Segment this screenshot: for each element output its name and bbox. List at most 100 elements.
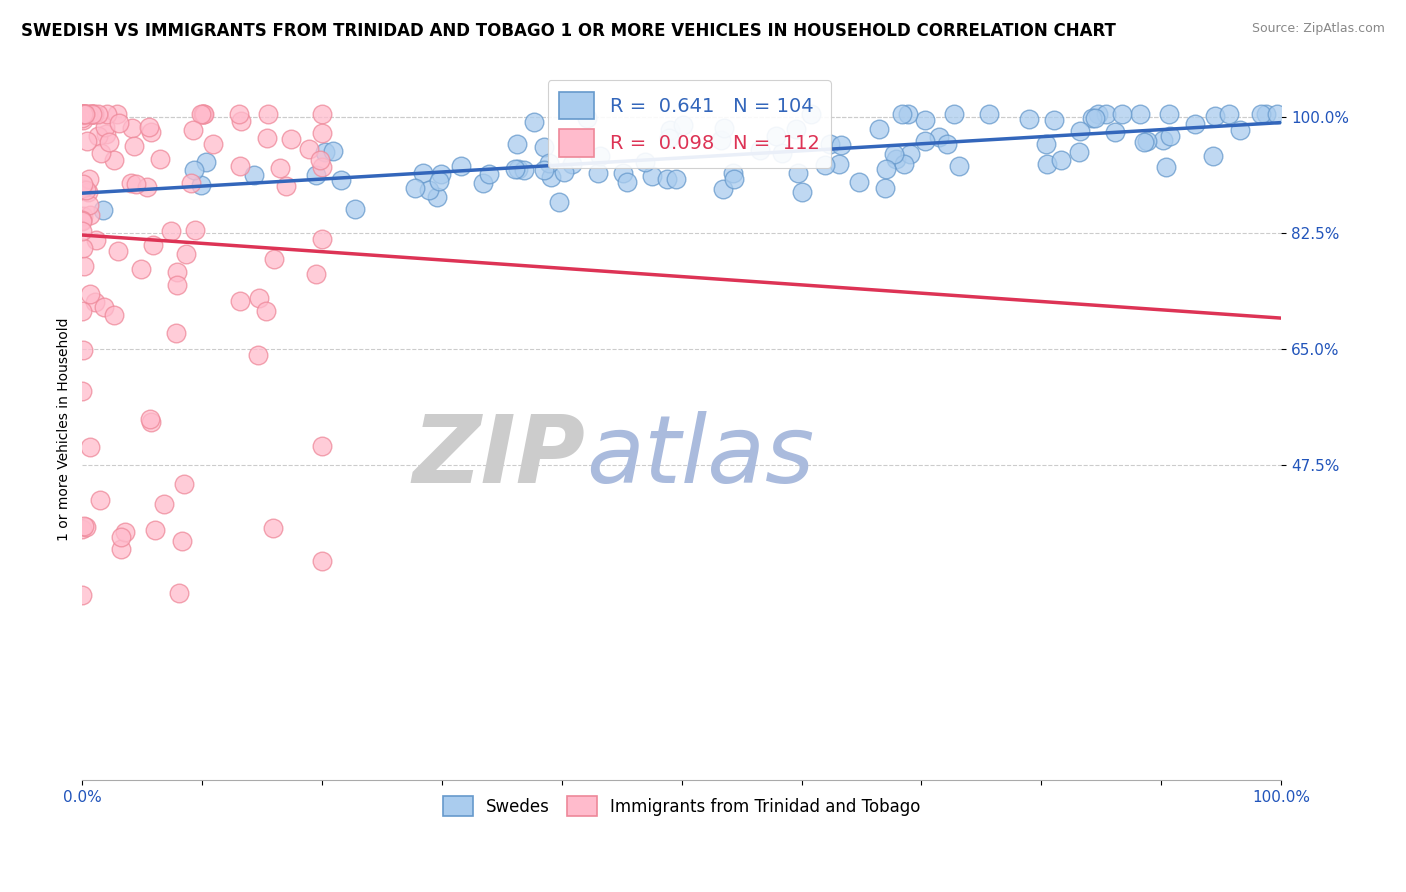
Point — [1104, 125, 1126, 139]
Point — [914, 112, 936, 127]
Point — [875, 161, 897, 176]
Point — [76, 134, 98, 148]
Point — [1136, 134, 1159, 148]
Point — [122, 138, 145, 153]
Point — [72, 224, 94, 238]
Point — [586, 166, 609, 180]
Point — [478, 167, 501, 181]
Point — [658, 131, 681, 145]
Point — [305, 169, 328, 183]
Point — [1159, 128, 1181, 143]
Point — [125, 178, 148, 192]
Point — [713, 120, 735, 135]
Point — [1111, 107, 1133, 121]
Point — [139, 415, 162, 429]
Point — [173, 477, 195, 491]
Point — [229, 159, 252, 173]
Point — [1084, 111, 1107, 125]
Point — [79, 286, 101, 301]
Point — [129, 261, 152, 276]
Point — [103, 308, 125, 322]
Point — [848, 175, 870, 189]
Point — [1036, 157, 1059, 171]
Point — [76, 107, 98, 121]
Point — [75, 107, 97, 121]
Point — [1204, 109, 1226, 123]
Point — [641, 169, 664, 183]
Point — [427, 174, 450, 188]
Point — [193, 107, 215, 121]
Point — [553, 164, 575, 178]
Point — [418, 184, 440, 198]
Point — [1129, 107, 1152, 121]
Point — [77, 172, 100, 186]
Point — [72, 241, 94, 255]
Point — [897, 107, 920, 121]
Point — [1081, 111, 1104, 125]
Point — [274, 179, 297, 194]
Point — [612, 166, 634, 180]
Point — [73, 519, 96, 533]
Point — [77, 198, 100, 212]
Point — [75, 520, 97, 534]
Point — [82, 107, 104, 121]
Point — [105, 107, 128, 121]
Point — [246, 348, 269, 362]
Point — [139, 411, 162, 425]
Point — [159, 224, 181, 238]
Point — [914, 134, 936, 148]
Point — [73, 107, 96, 121]
Point — [247, 292, 270, 306]
Point — [1157, 107, 1180, 121]
Point — [83, 107, 105, 121]
Point — [589, 149, 612, 163]
Point — [263, 252, 285, 266]
Point — [181, 123, 204, 137]
Point — [262, 521, 284, 535]
Point — [1087, 107, 1109, 121]
Point — [311, 554, 333, 568]
Point — [977, 107, 1000, 121]
Point — [311, 161, 333, 175]
Point — [110, 541, 132, 556]
Point — [311, 440, 333, 454]
Point — [142, 238, 165, 252]
Point — [72, 213, 94, 227]
Point — [98, 135, 121, 149]
Y-axis label: 1 or more Vehicles in Household: 1 or more Vehicles in Household — [58, 318, 72, 541]
Point — [672, 118, 695, 132]
Point — [928, 130, 950, 145]
Point — [121, 121, 143, 136]
Point — [243, 168, 266, 182]
Point — [508, 162, 530, 177]
Point — [868, 122, 890, 136]
Point — [472, 176, 495, 190]
Point — [110, 531, 132, 545]
Point — [749, 143, 772, 157]
Point — [765, 129, 787, 144]
Point — [72, 209, 94, 223]
Point — [141, 125, 163, 139]
Point — [229, 293, 252, 308]
Point — [785, 122, 807, 136]
Point — [91, 202, 114, 217]
Point — [505, 161, 527, 176]
Point — [84, 233, 107, 247]
Point — [193, 107, 215, 121]
Point — [664, 172, 686, 186]
Text: atlas: atlas — [586, 411, 814, 502]
Point — [506, 137, 529, 152]
Point — [183, 223, 205, 237]
Point — [814, 158, 837, 172]
Point — [1256, 107, 1278, 121]
Point — [1035, 137, 1057, 152]
Point — [228, 107, 250, 121]
Text: ZIP: ZIP — [413, 411, 586, 503]
Point — [548, 195, 571, 210]
Point — [72, 112, 94, 127]
Point — [898, 147, 921, 161]
Point — [1133, 135, 1156, 149]
Point — [89, 492, 111, 507]
Text: SWEDISH VS IMMIGRANTS FROM TRINIDAD AND TOBAGO 1 OR MORE VEHICLES IN HOUSEHOLD C: SWEDISH VS IMMIGRANTS FROM TRINIDAD AND … — [21, 22, 1116, 40]
Point — [107, 244, 129, 258]
